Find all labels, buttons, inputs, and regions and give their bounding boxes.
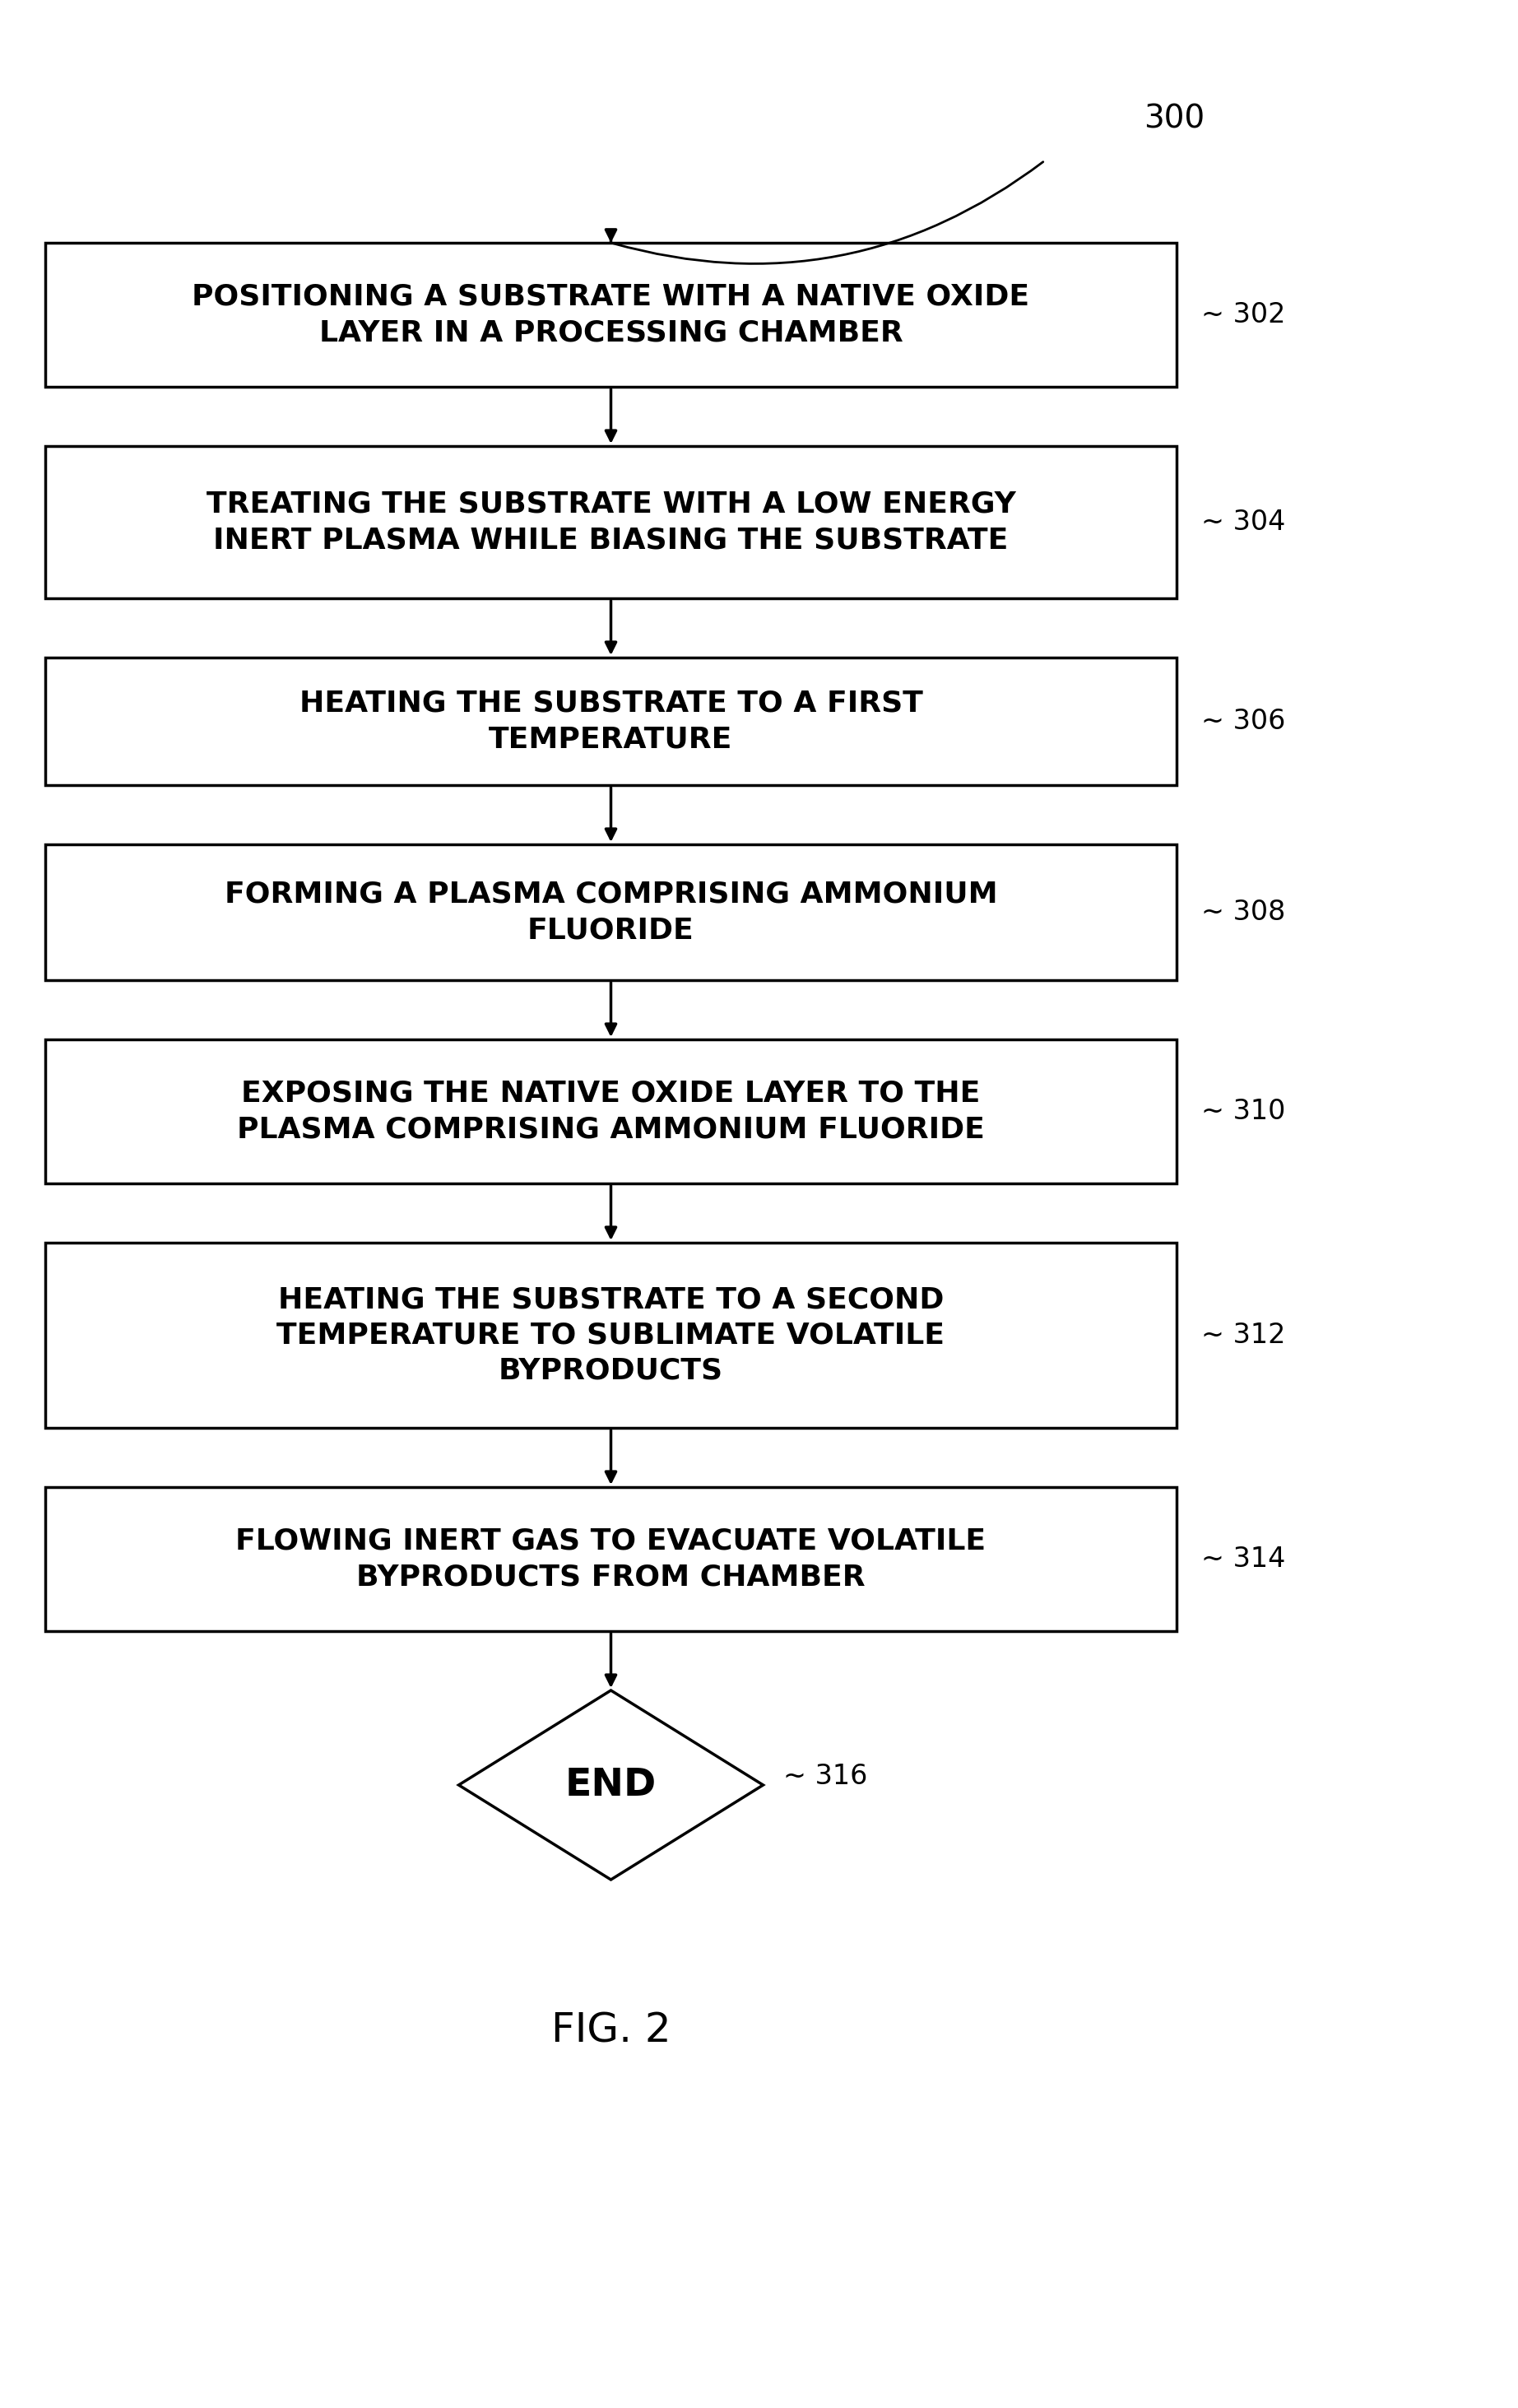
Text: FORMING A PLASMA COMPRISING AMMONIUM
FLUORIDE: FORMING A PLASMA COMPRISING AMMONIUM FLU… [225, 881, 997, 944]
FancyBboxPatch shape [46, 243, 1176, 388]
FancyBboxPatch shape [46, 845, 1176, 980]
FancyBboxPatch shape [46, 1488, 1176, 1630]
Text: FIG. 2: FIG. 2 [551, 2011, 671, 2052]
Text: ∼ 304: ∼ 304 [1201, 508, 1286, 535]
Text: ∼ 308: ∼ 308 [1201, 898, 1286, 925]
Text: EXPOSING THE NATIVE OXIDE LAYER TO THE
PLASMA COMPRISING AMMONIUM FLUORIDE: EXPOSING THE NATIVE OXIDE LAYER TO THE P… [237, 1079, 985, 1144]
FancyBboxPatch shape [46, 1040, 1176, 1182]
Text: HEATING THE SUBSTRATE TO A SECOND
TEMPERATURE TO SUBLIMATE VOLATILE
BYPRODUCTS: HEATING THE SUBSTRATE TO A SECOND TEMPER… [276, 1286, 944, 1385]
Text: ∼ 310: ∼ 310 [1201, 1098, 1286, 1125]
FancyBboxPatch shape [46, 657, 1176, 785]
Text: ∼ 316: ∼ 316 [783, 1763, 868, 1792]
Text: ∼ 302: ∼ 302 [1201, 301, 1286, 327]
FancyBboxPatch shape [46, 445, 1176, 597]
Text: END: END [565, 1767, 657, 1804]
Text: 300: 300 [1143, 104, 1205, 135]
Polygon shape [458, 1690, 764, 1881]
FancyBboxPatch shape [46, 1243, 1176, 1428]
Text: ∼ 312: ∼ 312 [1201, 1322, 1286, 1348]
Text: POSITIONING A SUBSTRATE WITH A NATIVE OXIDE
LAYER IN A PROCESSING CHAMBER: POSITIONING A SUBSTRATE WITH A NATIVE OX… [193, 282, 1029, 347]
Text: HEATING THE SUBSTRATE TO A FIRST
TEMPERATURE: HEATING THE SUBSTRATE TO A FIRST TEMPERA… [299, 689, 923, 754]
Text: ∼ 306: ∼ 306 [1201, 708, 1286, 734]
Text: TREATING THE SUBSTRATE WITH A LOW ENERGY
INERT PLASMA WHILE BIASING THE SUBSTRAT: TREATING THE SUBSTRATE WITH A LOW ENERGY… [206, 491, 1016, 554]
Text: FLOWING INERT GAS TO EVACUATE VOLATILE
BYPRODUCTS FROM CHAMBER: FLOWING INERT GAS TO EVACUATE VOLATILE B… [235, 1527, 987, 1592]
Text: ∼ 314: ∼ 314 [1201, 1546, 1286, 1572]
